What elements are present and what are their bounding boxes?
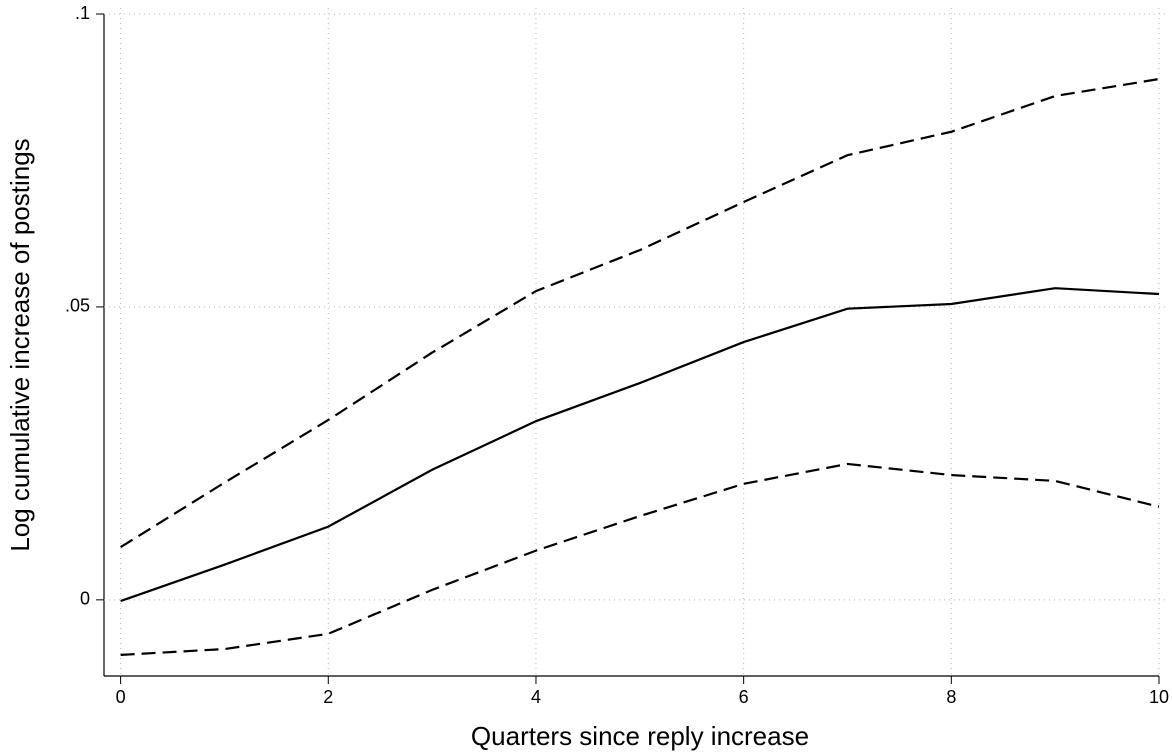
x-tick-label: 2 [323, 687, 333, 707]
y-axis-title: Log cumulative increase of postings [5, 138, 35, 551]
x-tick-label: 6 [739, 687, 749, 707]
x-tick-label: 8 [946, 687, 956, 707]
line-series [120, 287, 1160, 603]
x-tick-label: 10 [1149, 687, 1169, 707]
x-tick-label: 0 [116, 687, 126, 707]
line-series [120, 77, 1160, 549]
y-tick-label: .05 [65, 296, 90, 316]
y-tick-label: .1 [75, 3, 90, 23]
y-tick-label: 0 [80, 589, 90, 609]
x-tick-label: 4 [531, 687, 541, 707]
line-series [120, 462, 1160, 657]
x-axis-title: Quarters since reply increase [471, 721, 809, 751]
